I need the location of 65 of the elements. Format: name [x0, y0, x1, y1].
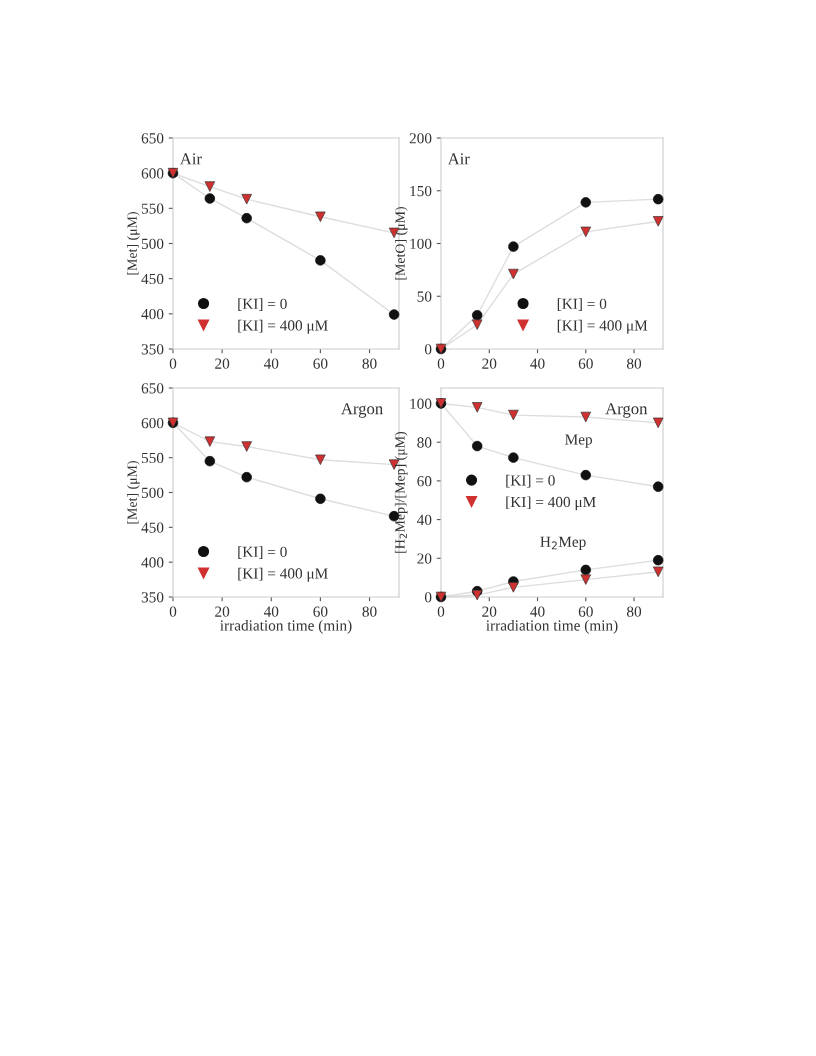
legend-label: [KI] = 400 μM: [557, 319, 648, 334]
x-tick-label: 40: [530, 358, 545, 369]
y-tick-label: 600: [141, 168, 164, 179]
y-axis-title: [Met] (μM): [127, 461, 140, 524]
y-tick-label: 350: [141, 592, 164, 603]
y-tick-label: 40: [416, 514, 432, 526]
x-tick-label: 40: [263, 606, 279, 617]
legend-label: [KI] = 0: [557, 298, 607, 311]
y-tick-label: 100: [410, 398, 432, 409]
x-tick-label: 20: [482, 358, 497, 369]
x-tick-label: 0: [437, 358, 445, 369]
x-tick-label: 80: [626, 358, 642, 369]
y-tick-label: 550: [141, 452, 164, 464]
y-tick-label: 500: [141, 238, 164, 249]
x-tick-label: 80: [626, 606, 642, 617]
y-tick-label: 100: [410, 238, 432, 249]
annotation: H$_{2}$Mep: [540, 536, 586, 551]
legend-label: [KI] = 0: [506, 474, 555, 488]
legend-label: [KI] = 0: [238, 546, 287, 559]
y-tick-label: 200: [409, 133, 432, 144]
x-tick-label: 60: [313, 606, 328, 617]
annotation: Air: [179, 153, 202, 165]
x-tick-label: 0: [437, 606, 445, 617]
legend-label: [KI] = 400 μM: [238, 319, 328, 334]
legend-label: [KI] = 0: [238, 298, 287, 311]
y-axis-title: [Met] (μM): [127, 212, 140, 275]
x-tick-label: 20: [215, 606, 230, 617]
x-tick-label: 80: [362, 358, 377, 369]
y-tick-label: 450: [141, 273, 164, 285]
y-tick-label: 450: [141, 522, 164, 533]
y-axis-title: [H$_{2}$Mep]/[Mep] (μM): [394, 431, 408, 553]
annotation: Mep: [565, 434, 593, 448]
annotation: Argon: [605, 403, 648, 418]
legend-label: [KI] = 400 μM: [238, 567, 328, 582]
x-axis-title: irradiation time (min): [486, 619, 618, 634]
y-tick-label: 20: [417, 553, 432, 564]
x-tick-label: 0: [169, 358, 177, 369]
legend-label: [KI] = 400 μM: [506, 496, 596, 511]
y-tick-label: 150: [410, 185, 432, 197]
x-tick-label: 20: [215, 358, 230, 369]
y-tick-label: 400: [141, 308, 164, 320]
y-tick-label: 350: [141, 344, 164, 355]
x-tick-label: 20: [482, 606, 497, 617]
x-tick-label: 60: [578, 606, 593, 617]
x-axis-title: irradiation time (min): [220, 619, 352, 634]
y-tick-label: 60: [417, 476, 432, 487]
x-tick-label: 40: [263, 358, 279, 369]
y-tick-label: 0: [424, 344, 432, 355]
x-tick-label: 80: [362, 606, 377, 617]
y-tick-label: 550: [141, 203, 164, 214]
x-tick-label: 60: [313, 358, 328, 369]
y-tick-label: 600: [141, 417, 164, 429]
x-tick-label: 40: [530, 606, 545, 617]
y-tick-label: 400: [141, 557, 164, 568]
y-tick-label: 650: [141, 133, 164, 144]
y-axis-title: [MetO] (μM): [395, 207, 408, 280]
y-tick-label: 500: [141, 487, 164, 498]
y-tick-label: 650: [141, 383, 164, 394]
annotation: Argon: [341, 403, 383, 418]
annotation: Air: [447, 153, 470, 165]
y-tick-label: 50: [417, 291, 432, 302]
y-tick-label: 0: [424, 592, 432, 603]
y-tick-label: 80: [417, 437, 432, 448]
x-tick-label: 0: [169, 606, 177, 617]
x-tick-label: 60: [578, 358, 593, 369]
